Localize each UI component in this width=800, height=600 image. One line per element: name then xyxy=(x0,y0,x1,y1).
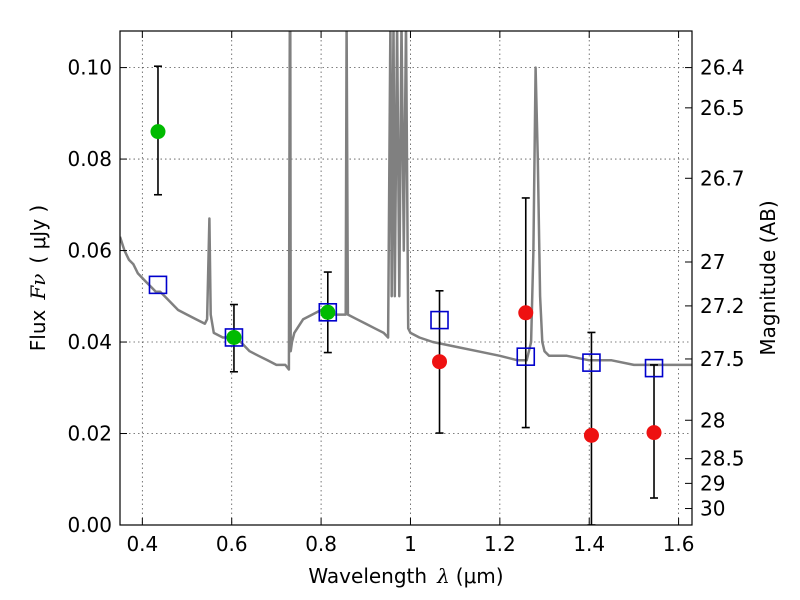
non-detection-point xyxy=(518,305,534,321)
y-tick-label: 0.06 xyxy=(67,239,112,263)
x-tick-label: 1.2 xyxy=(484,532,516,556)
mag-tick-label: 26.4 xyxy=(700,56,745,80)
x-tick-label: 0.8 xyxy=(305,532,337,556)
detection-point xyxy=(226,329,242,345)
mag-tick-label: 30 xyxy=(700,497,725,521)
y-tick-label: 0.10 xyxy=(67,56,112,80)
detection-point xyxy=(150,124,166,140)
synthetic-photometry-square xyxy=(516,347,536,366)
x-tick-label: 0.4 xyxy=(126,532,158,556)
mag-tick-label: 26.5 xyxy=(700,96,745,120)
x-axis-label-main: Wavelength xyxy=(308,564,427,588)
synthetic-photometry-square xyxy=(224,328,244,347)
x-axis-label-symbol: λ xyxy=(436,564,450,588)
plot-frame xyxy=(119,30,693,526)
y-tick-label: 0.02 xyxy=(67,422,112,446)
non-detection-point xyxy=(646,425,662,441)
mag-tick-label: 29 xyxy=(700,471,725,495)
x-tick-label: 0.6 xyxy=(216,532,248,556)
y-tick-label: 0.08 xyxy=(67,147,112,171)
x-tick-label: 1 xyxy=(404,532,417,556)
mag-tick-label: 28.5 xyxy=(700,447,745,471)
y-axis-label-main: Flux xyxy=(26,309,50,351)
y-tick-label: 0.00 xyxy=(67,513,112,537)
synthetic-photometry-square xyxy=(430,310,449,330)
y-tick-label: 0.04 xyxy=(67,330,112,354)
y-axis-label-unit: ( μJy ) xyxy=(26,205,50,264)
x-tick-label: 1.6 xyxy=(663,532,695,556)
model-spectrum-line xyxy=(120,31,692,371)
detection-point xyxy=(320,304,336,320)
synthetic-photometry-square xyxy=(318,303,338,322)
synthetic-photometry-square xyxy=(582,353,601,372)
non-detection-point xyxy=(432,354,448,370)
data-markers xyxy=(148,124,664,443)
x-axis-label: Wavelength λ (μm) xyxy=(308,564,503,588)
y-axis-label: Flux Fν ( μJy ) xyxy=(26,205,50,351)
mag-tick-label: 26.7 xyxy=(700,166,745,190)
axis-ticks: 0.4 0.6 0.8 1 1.2 1.4 1.6 0.00 0.02 0.04 0.06 0.08 0… xyxy=(67,31,745,556)
plot-area xyxy=(120,31,692,525)
mag-tick-label: 28 xyxy=(700,408,725,432)
error-bars xyxy=(153,65,659,525)
mag-tick-label: 27 xyxy=(700,250,725,274)
mag-tick-label: 27.5 xyxy=(700,347,745,371)
y2-axis-label: Magnitude (AB) xyxy=(756,200,780,355)
mag-tick-label: 27.2 xyxy=(700,294,745,318)
synthetic-photometry-square xyxy=(148,275,168,295)
x-axis-label-unit: (μm) xyxy=(456,564,504,588)
x-tick-label: 1.4 xyxy=(573,532,605,556)
synthetic-photometry-square xyxy=(644,358,664,378)
y-axis-label-symbol: Fν xyxy=(26,274,50,301)
non-detection-point xyxy=(583,427,599,443)
